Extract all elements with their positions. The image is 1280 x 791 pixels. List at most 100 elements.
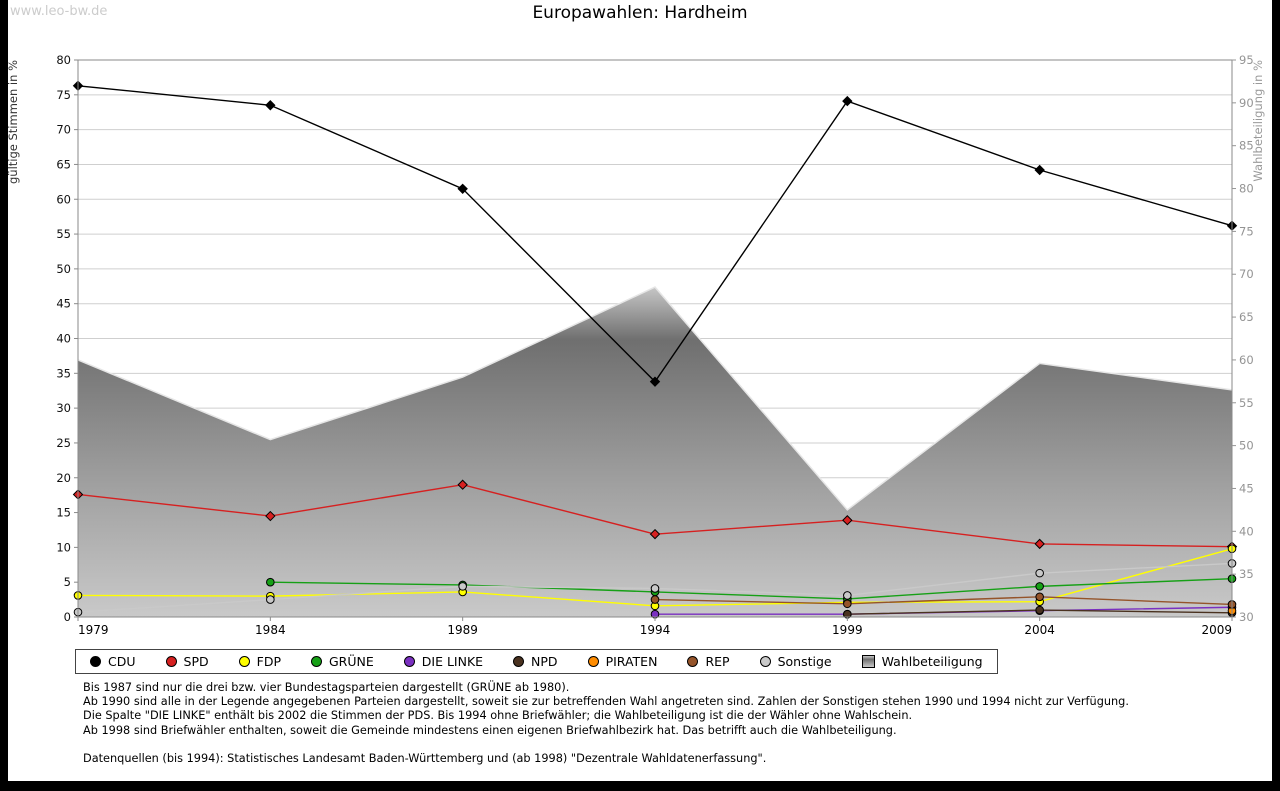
chart-title: Europawahlen: Hardheim — [532, 3, 748, 23]
data-point — [1035, 605, 1044, 615]
data-point — [265, 510, 276, 522]
frame-left-bar — [0, 0, 8, 791]
svg-text:65: 65 — [1239, 310, 1254, 324]
right-axis-title: Wahlbeteiligung in % — [1251, 60, 1265, 182]
legend-marker-die-linke — [403, 656, 415, 667]
svg-text:80: 80 — [56, 53, 71, 67]
data-point — [649, 376, 661, 387]
svg-text:60: 60 — [56, 192, 71, 206]
svg-text:85: 85 — [1239, 139, 1254, 153]
svg-text:1979: 1979 — [78, 623, 109, 637]
legend-marker-fdp — [238, 656, 250, 667]
data-point — [266, 577, 275, 587]
legend-marker-wahlbeteiligung — [861, 655, 875, 668]
svg-text:35: 35 — [1239, 567, 1254, 581]
frame-right-bar — [1272, 0, 1280, 791]
data-point — [650, 595, 660, 604]
svg-text:70: 70 — [56, 123, 71, 137]
legend-marker-spd — [165, 656, 177, 667]
svg-text:35: 35 — [56, 366, 71, 380]
svg-text:30: 30 — [56, 401, 71, 415]
svg-text:1984: 1984 — [255, 623, 286, 637]
legend-label: SPD — [183, 654, 209, 669]
data-point — [1034, 164, 1045, 176]
legend-item-cdu: CDU — [90, 654, 136, 669]
legend-marker-npd — [513, 656, 525, 667]
footnote-line: Bis 1987 sind nur die drei bzw. vier Bun… — [83, 681, 570, 694]
svg-text:20: 20 — [56, 471, 71, 485]
footnote-line: Ab 1990 sind alle in der Legende angegeb… — [83, 695, 1129, 709]
svg-text:50: 50 — [56, 262, 71, 276]
data-point — [650, 584, 660, 593]
footnote-line: Datenquellen (bis 1994): Statistisches L… — [83, 751, 767, 765]
data-point — [457, 183, 468, 195]
svg-text:1999: 1999 — [832, 623, 863, 637]
svg-text:55: 55 — [56, 227, 71, 241]
svg-text:45: 45 — [1239, 481, 1254, 495]
legend-label: NPD — [531, 654, 558, 669]
legend-label: REP — [705, 654, 730, 669]
svg-text:45: 45 — [56, 297, 71, 311]
legend-label: CDU — [108, 654, 136, 669]
svg-text:5: 5 — [64, 575, 71, 589]
legend: CDU SPD FDP GRÜNE DIE LINKE NPD PIRATEN REP Sons… — [75, 649, 998, 674]
legend-item-grüne: GRÜNE — [310, 654, 374, 669]
election-line-chart: 0 5 10 15 20 25 30 35 40 45 50 55 60 65 70 75 80 30 35 40 45… — [6, 53, 1265, 637]
legend-item-spd: SPD — [165, 654, 209, 669]
svg-text:80: 80 — [1239, 182, 1254, 196]
right-axis-ticks: 30 35 40 45 50 55 60 65 70 75 80 85 90 95 — [1232, 53, 1254, 624]
legend-marker-piraten — [587, 656, 599, 667]
turnout-area-edge — [77, 286, 1233, 511]
legend-label: FDP — [256, 654, 281, 669]
svg-text:2004: 2004 — [1024, 623, 1055, 637]
legend-item-fdp: FDP — [238, 654, 281, 669]
legend-label: PIRATEN — [605, 654, 658, 669]
legend-label: Wahlbeteiligung — [881, 654, 983, 669]
legend-item-die-linke: DIE LINKE — [403, 654, 484, 669]
svg-text:90: 90 — [1239, 96, 1254, 110]
legend-item-piraten: PIRATEN — [587, 654, 658, 669]
svg-text:40: 40 — [56, 332, 71, 346]
legend-marker-rep — [687, 656, 699, 667]
svg-text:70: 70 — [1239, 267, 1254, 281]
footnote-line: Die Spalte "DIE LINKE" enthält bis 2002 … — [83, 709, 913, 723]
svg-text:30: 30 — [1239, 610, 1254, 624]
left-axis-title: gültige Stimmen in % — [6, 60, 20, 184]
data-point — [1035, 568, 1044, 578]
data-point — [1034, 538, 1045, 550]
data-point — [457, 479, 468, 490]
data-point — [843, 599, 852, 609]
svg-text:10: 10 — [56, 540, 71, 554]
svg-text:1989: 1989 — [447, 623, 478, 637]
svg-text:65: 65 — [56, 157, 71, 171]
svg-text:75: 75 — [56, 88, 71, 102]
svg-text:25: 25 — [56, 436, 71, 450]
data-point — [1035, 582, 1044, 591]
turnout-area — [78, 287, 1232, 617]
data-point — [265, 100, 276, 111]
legend-label: GRÜNE — [328, 654, 374, 669]
left-axis-ticks: 0 5 10 15 20 25 30 35 40 45 50 55 60 65 70 75 80 — [56, 53, 78, 624]
data-point — [458, 582, 467, 591]
svg-text:0: 0 — [64, 610, 71, 624]
footnote-line — [83, 738, 1129, 752]
data-point — [1035, 592, 1044, 602]
data-point — [649, 528, 661, 540]
svg-text:50: 50 — [1239, 439, 1254, 453]
legend-marker-cdu — [90, 656, 101, 667]
data-point — [842, 95, 853, 107]
frame-bottom-bar — [0, 781, 1280, 791]
legend-item-rep: REP — [687, 654, 730, 669]
series-sonstige — [73, 559, 1237, 617]
legend-label: DIE LINKE — [421, 654, 484, 669]
footnote-line: Ab 1998 sind Briefwähler enthalten, sowe… — [83, 723, 897, 737]
svg-text:1994: 1994 — [640, 623, 671, 637]
data-point — [266, 595, 275, 604]
svg-text:55: 55 — [1239, 396, 1254, 410]
legend-item-sonstige: Sonstige — [759, 654, 832, 669]
svg-text:95: 95 — [1239, 53, 1254, 67]
svg-text:75: 75 — [1239, 224, 1254, 238]
svg-text:60: 60 — [1239, 353, 1254, 367]
data-point — [843, 591, 852, 600]
data-point — [842, 515, 853, 526]
